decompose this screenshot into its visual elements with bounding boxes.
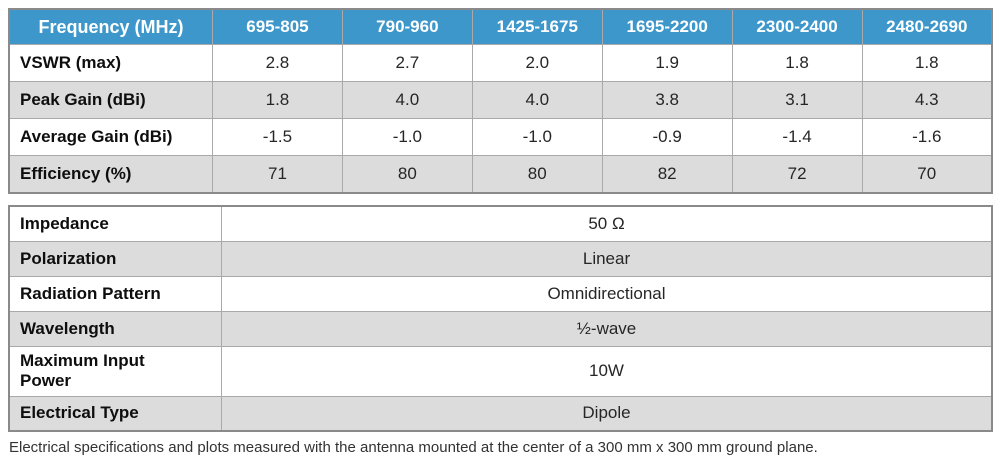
average-gain-value: -1.0 xyxy=(341,118,473,156)
frequency-band-header: 695-805 xyxy=(212,8,343,45)
average-gain-value: -1.0 xyxy=(471,118,603,156)
table-row: Efficiency (%) 71 80 80 82 72 70 xyxy=(8,155,993,194)
efficiency-value: 80 xyxy=(341,155,473,194)
frequency-header-row: Frequency (MHz) 695-805 790-960 1425-167… xyxy=(8,8,993,45)
peak-gain-value: 1.8 xyxy=(212,81,343,119)
efficiency-value: 72 xyxy=(731,155,863,194)
vswr-value: 2.7 xyxy=(341,44,473,82)
table-row: Electrical Type Dipole xyxy=(8,395,993,432)
max-input-power-value: 10W xyxy=(221,345,993,397)
peak-gain-value: 4.0 xyxy=(341,81,473,119)
frequency-band-header: 1695-2200 xyxy=(601,8,733,45)
vswr-value: 1.8 xyxy=(731,44,863,82)
table-row: Peak Gain (dBi) 1.8 4.0 4.0 3.8 3.1 4.3 xyxy=(8,81,993,119)
vswr-row-label: VSWR (max) xyxy=(8,44,213,82)
polarization-value: Linear xyxy=(221,240,993,277)
table-row: Radiation Pattern Omnidirectional xyxy=(8,275,993,312)
electrical-type-row-label: Electrical Type xyxy=(8,395,222,432)
wavelength-value: ½-wave xyxy=(221,310,993,347)
wavelength-row-label: Wavelength xyxy=(8,310,222,347)
measurement-footnote: Electrical specifications and plots meas… xyxy=(9,439,818,456)
frequency-band-header: 1425-1675 xyxy=(471,8,603,45)
table-row: Polarization Linear xyxy=(8,240,993,277)
table-row: Impedance 50 Ω xyxy=(8,205,993,242)
average-gain-value: -1.6 xyxy=(861,118,993,156)
impedance-row-label: Impedance xyxy=(8,205,222,242)
peak-gain-value: 3.1 xyxy=(731,81,863,119)
table-row: Maximum Input Power 10W xyxy=(8,345,993,397)
polarization-row-label: Polarization xyxy=(8,240,222,277)
efficiency-value: 71 xyxy=(212,155,343,194)
peak-gain-value: 4.0 xyxy=(471,81,603,119)
efficiency-row-label: Efficiency (%) xyxy=(8,155,213,194)
peak-gain-value: 4.3 xyxy=(861,81,993,119)
vswr-value: 1.8 xyxy=(861,44,993,82)
frequency-band-header: 2300-2400 xyxy=(731,8,863,45)
efficiency-value: 70 xyxy=(861,155,993,194)
average-gain-row-label: Average Gain (dBi) xyxy=(8,118,213,156)
radiation-pattern-row-label: Radiation Pattern xyxy=(8,275,222,312)
vswr-value: 1.9 xyxy=(601,44,733,82)
electrical-spec-table: Frequency (MHz) 695-805 790-960 1425-167… xyxy=(8,8,993,194)
frequency-band-header: 2480-2690 xyxy=(861,8,993,45)
frequency-band-header: 790-960 xyxy=(341,8,473,45)
average-gain-value: -1.5 xyxy=(212,118,343,156)
max-input-power-row-label: Maximum Input Power xyxy=(8,345,222,397)
peak-gain-row-label: Peak Gain (dBi) xyxy=(8,81,213,119)
impedance-value: 50 Ω xyxy=(221,205,993,242)
antenna-properties-table: Impedance 50 Ω Polarization Linear Radia… xyxy=(8,205,993,432)
average-gain-value: -0.9 xyxy=(601,118,733,156)
table-row: Average Gain (dBi) -1.5 -1.0 -1.0 -0.9 -… xyxy=(8,118,993,156)
frequency-header-label: Frequency (MHz) xyxy=(8,8,213,45)
efficiency-value: 82 xyxy=(601,155,733,194)
peak-gain-value: 3.8 xyxy=(601,81,733,119)
table-row: Wavelength ½-wave xyxy=(8,310,993,347)
average-gain-value: -1.4 xyxy=(731,118,863,156)
electrical-type-value: Dipole xyxy=(221,395,993,432)
radiation-pattern-value: Omnidirectional xyxy=(221,275,993,312)
vswr-value: 2.8 xyxy=(212,44,343,82)
table-row: VSWR (max) 2.8 2.7 2.0 1.9 1.8 1.8 xyxy=(8,44,993,82)
vswr-value: 2.0 xyxy=(471,44,603,82)
efficiency-value: 80 xyxy=(471,155,603,194)
